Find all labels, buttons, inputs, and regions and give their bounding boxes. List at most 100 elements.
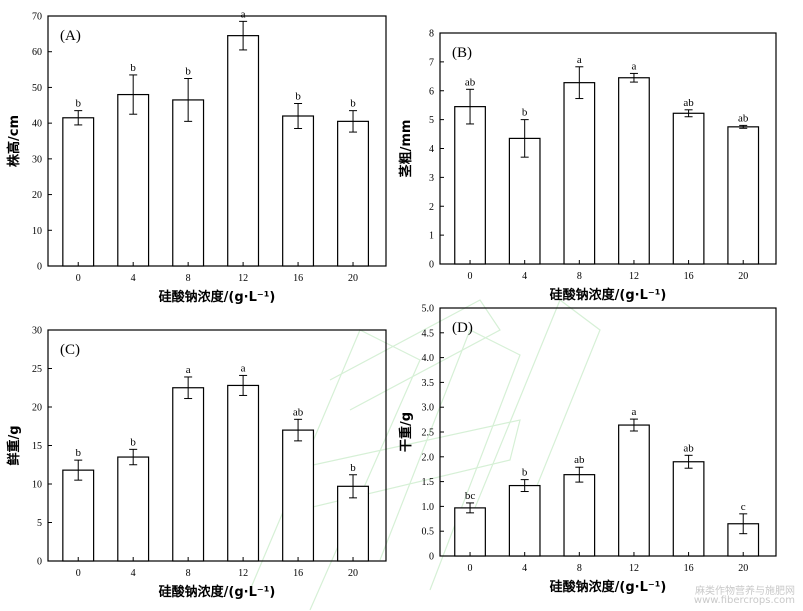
watermark-stroke	[249, 329, 421, 611]
y-tick-label: 5	[429, 115, 434, 126]
panel-label: (B)	[452, 45, 472, 61]
y-tick-label: 30	[32, 326, 42, 337]
x-tick-label: 4	[131, 568, 136, 579]
x-tick-label: 16	[293, 568, 303, 579]
y-tick-label: 20	[32, 403, 42, 414]
x-tick-label: 0	[468, 563, 473, 574]
watermark-stroke	[379, 329, 521, 591]
bar	[227, 384, 260, 562]
y-tick-label: 1.0	[422, 502, 435, 513]
x-tick-label: 8	[577, 563, 582, 574]
chart-panel-c: 0 5 10 15 20 25 30 b 0 b 4 a 8 a 12 ab 16 b 20 (C) 鲜重/g 硅酸钠浓度…	[6, 326, 387, 600]
y-axis-label: 鲜重/g	[6, 425, 22, 465]
y-axis-label: 株高/cm	[6, 115, 22, 167]
bar	[337, 485, 370, 562]
bar	[227, 35, 260, 267]
x-tick-label: 16	[684, 271, 694, 282]
y-tick-label: 20	[32, 190, 42, 201]
significance-letter: b	[350, 98, 356, 110]
y-tick-label: 4.0	[422, 353, 435, 364]
x-tick-label: 8	[186, 568, 191, 579]
significance-letter: b	[295, 91, 301, 103]
y-tick-label: 3.0	[422, 403, 435, 414]
significance-letter: a	[632, 406, 637, 418]
y-tick-label: 50	[32, 83, 42, 94]
bar	[563, 474, 596, 557]
significance-letter: a	[241, 8, 246, 20]
panel-label: (C)	[60, 342, 80, 358]
plot-frame	[439, 32, 777, 265]
bar	[62, 117, 95, 267]
bar	[672, 112, 705, 265]
significance-letter: a	[632, 60, 637, 72]
x-axis-label: 硅酸钠浓度/(g·L⁻¹)	[159, 289, 276, 305]
bar	[508, 137, 541, 265]
significance-letter: a	[186, 364, 191, 376]
y-tick-label: 0	[429, 552, 434, 563]
bar	[727, 126, 760, 265]
bar	[172, 387, 205, 562]
y-tick-label: 1	[429, 231, 434, 242]
y-tick-label: 4.5	[422, 328, 435, 339]
bar	[454, 507, 486, 557]
bar	[454, 106, 486, 265]
bar	[117, 93, 150, 267]
chart-panel-a: 0 10 20 30 40 50 60 70 b 0 b 4 b 8 a 12 b 16 b 20 (A) 株高/cm 硅酸…	[6, 8, 387, 305]
y-tick-label: 6	[429, 86, 434, 97]
watermark-site-name: 麻类作物营养与施肥网	[695, 586, 795, 597]
y-tick-label: 10	[32, 480, 42, 491]
significance-letter: b	[75, 447, 81, 459]
significance-letter: ab	[683, 442, 694, 454]
panel-label: (A)	[60, 28, 81, 44]
bar	[618, 424, 650, 557]
x-tick-label: 20	[348, 568, 358, 579]
x-tick-label: 8	[186, 273, 191, 284]
x-tick-label: 8	[577, 271, 582, 282]
plot-frame	[47, 15, 387, 267]
x-tick-label: 20	[738, 563, 748, 574]
y-axis-label: 茎粗/mm	[398, 120, 414, 178]
significance-letter: b	[130, 436, 136, 448]
y-tick-label: 70	[32, 12, 42, 23]
x-tick-label: 0	[468, 271, 473, 282]
bar	[563, 82, 596, 265]
bar	[117, 456, 150, 562]
significance-letter: a	[241, 362, 246, 374]
y-tick-label: 5	[37, 518, 42, 529]
x-tick-label: 4	[522, 271, 527, 282]
watermark-stroke	[289, 419, 521, 511]
bar	[172, 99, 205, 267]
significance-letter: ab	[293, 406, 304, 418]
y-tick-label: 30	[32, 154, 42, 165]
y-tick-label: 2.0	[422, 452, 435, 463]
significance-letter: b	[75, 98, 81, 110]
y-tick-label: 2.5	[422, 428, 435, 439]
bar	[672, 461, 705, 557]
x-tick-label: 20	[348, 273, 358, 284]
watermark-pattern	[249, 299, 601, 611]
y-tick-label: 0.5	[422, 527, 435, 538]
significance-letter: b	[522, 107, 528, 119]
y-tick-label: 3.5	[422, 378, 435, 389]
bar	[62, 469, 95, 562]
x-axis-label: 硅酸钠浓度/(g·L⁻¹)	[550, 579, 667, 595]
watermark-stroke	[469, 299, 601, 541]
y-tick-label: 0	[37, 262, 42, 273]
x-axis-label: 硅酸钠浓度/(g·L⁻¹)	[159, 584, 276, 600]
bar	[337, 120, 370, 267]
significance-letter: ab	[738, 112, 749, 124]
x-tick-label: 4	[131, 273, 136, 284]
y-tick-label: 40	[32, 119, 42, 130]
bar	[618, 77, 650, 265]
x-tick-label: 0	[76, 568, 81, 579]
y-tick-label: 3	[429, 173, 434, 184]
y-tick-label: 60	[32, 47, 42, 58]
bar	[508, 484, 541, 557]
watermark-url: www.fibercrops.com	[693, 595, 795, 606]
x-tick-label: 4	[522, 563, 527, 574]
significance-letter: c	[741, 501, 746, 513]
x-tick-label: 12	[238, 273, 248, 284]
significance-letter: bc	[465, 490, 476, 502]
x-tick-label: 12	[238, 568, 248, 579]
